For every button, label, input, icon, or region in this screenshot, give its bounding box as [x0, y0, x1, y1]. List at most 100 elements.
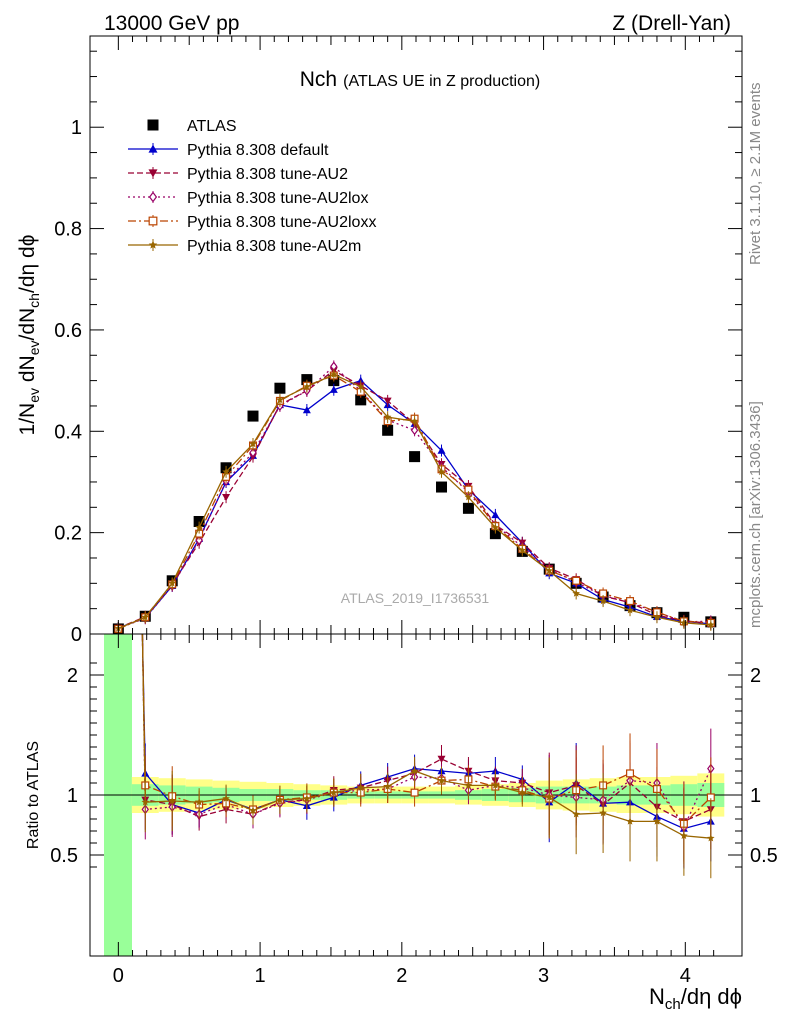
energy-label: 13000 GeV pp [104, 12, 239, 35]
x-tick-label: 4 [680, 965, 691, 987]
ratio-point-au2m [195, 798, 203, 806]
point-au2m [195, 523, 203, 531]
title-main: Nch [300, 68, 337, 91]
point-au2m [437, 467, 446, 476]
point-default [491, 510, 500, 519]
y-tick-label: 0.4 [54, 421, 82, 443]
ratio-point-au2m [141, 798, 150, 806]
legend-label-atlas: ATLAS [187, 118, 237, 135]
y-tick-label: 1 [71, 117, 82, 139]
ratio-point-au2m [276, 795, 284, 803]
point-au2loxx [572, 576, 581, 585]
main-ylabel: 1/Nev dNev/dNch/dη dϕ [16, 235, 42, 436]
point-atlas [355, 394, 367, 406]
point-au2m [545, 566, 553, 574]
y-tick-label: 0.6 [54, 320, 82, 342]
point-au2m [680, 618, 688, 627]
ratio-point-au2m [410, 767, 419, 775]
ratio-frame [89, 633, 743, 957]
point-au2m [249, 440, 257, 448]
point-au2m [707, 620, 715, 629]
ratio-point-au2m [626, 817, 634, 825]
point-au2m [303, 382, 311, 390]
point-default [329, 385, 338, 393]
ratio-y-tick-label: 0.5 [50, 845, 78, 867]
x-tick-label: 1 [255, 965, 266, 987]
ratio-point-au2m [707, 834, 715, 842]
point-default [437, 446, 446, 454]
ratio-ticks: 0.5 0.5 1 1 2 2 0 1 2 3 4 [50, 634, 778, 987]
point-au2m [653, 613, 661, 621]
ratio-point-au2m [303, 794, 311, 802]
ratio-y-tick-label: 2 [67, 665, 78, 687]
point-au2m [168, 579, 176, 587]
ratio-point-au2m [383, 782, 392, 790]
ratio-point-au2m [572, 810, 580, 818]
legend-label-default: Pythia 8.308 default [187, 142, 329, 159]
ratio-y-tick-label-right: 0.5 [750, 845, 778, 867]
ratio-point-au2 [437, 755, 446, 763]
point-au2m [626, 606, 634, 614]
point-au2m [572, 589, 580, 597]
ratio-point-au2m [680, 831, 688, 839]
legend-label-au2lox: Pythia 8.308 tune-AU2lox [187, 190, 368, 207]
legend-label-au2loxx: Pythia 8.308 tune-AU2loxx [187, 214, 376, 231]
legend-label-au2: Pythia 8.308 tune-AU2 [187, 166, 348, 183]
point-atlas [462, 502, 474, 514]
x-tick-label: 3 [538, 965, 549, 987]
ratio-point-au2m [464, 781, 473, 789]
point-au2 [222, 493, 231, 502]
point-au2m [276, 395, 284, 404]
ratio-point-au2m [545, 793, 553, 801]
point-au2m [599, 597, 607, 605]
point-au2m [222, 467, 230, 476]
legend-marker-au2m [148, 240, 158, 249]
title-sub: (ATLAS UE in Z production) [343, 73, 540, 90]
ratio-y-tick-label: 1 [67, 785, 78, 807]
point-au2m [330, 370, 338, 378]
process-label: Z (Drell-Yan) [612, 12, 731, 35]
ratio-y-tick-label-right: 2 [750, 665, 761, 687]
point-default [302, 406, 311, 414]
legend-marker-au2lox [148, 191, 158, 203]
rivet-label: Rivet 3.1.10, ≥ 2.1M events [747, 83, 764, 266]
point-atlas [301, 374, 313, 386]
point-atlas [382, 424, 394, 436]
ratio-ylabel: Ratio to ATLAS [25, 741, 42, 849]
ratio-point-au2m [222, 794, 230, 802]
ratio-point-au2m [330, 788, 338, 796]
y-tick-label: 0 [71, 624, 82, 646]
ratio-point-au2m [491, 781, 500, 789]
main-title: Nch (ATLAS UE in Z production) [300, 68, 540, 91]
legend-marker-au2 [148, 169, 158, 178]
point-au2 [383, 397, 392, 405]
ratio-point-au2m [356, 783, 365, 791]
ratio-point-au2m [437, 776, 446, 784]
y-tick-label: 0.2 [54, 523, 82, 545]
ratio-point-au2loxx [626, 769, 635, 778]
point-atlas [489, 528, 501, 540]
x-tick-label: 0 [113, 965, 124, 987]
ratio-point-au2m [249, 806, 257, 814]
ratio-point-au2m [653, 817, 661, 825]
x-axis-label: Nch/dη dϕ [649, 984, 742, 1013]
legend-marker-default [148, 144, 158, 153]
point-atlas [274, 382, 286, 394]
point-au2m [464, 493, 473, 501]
point-au2m [383, 413, 392, 421]
point-au2m [491, 523, 500, 531]
x-tick-label: 2 [396, 965, 407, 987]
main-ticks: 0 0.2 0.4 0.6 0.8 1 [54, 36, 742, 646]
point-au2loxx [626, 597, 635, 606]
legend-marker-atlas [147, 119, 159, 131]
point-atlas [436, 481, 448, 493]
ratio-y-tick-label-right: 1 [750, 785, 761, 807]
legend: ATLAS Pythia 8.308 default Pythia 8.308 tu… [128, 118, 376, 255]
point-au2m [410, 417, 419, 425]
point-atlas [247, 410, 259, 422]
ratio-point-au2loxx [410, 788, 419, 797]
point-atlas [193, 515, 205, 527]
point-au2lox [195, 535, 203, 546]
ratio-point-au2m [518, 788, 527, 796]
